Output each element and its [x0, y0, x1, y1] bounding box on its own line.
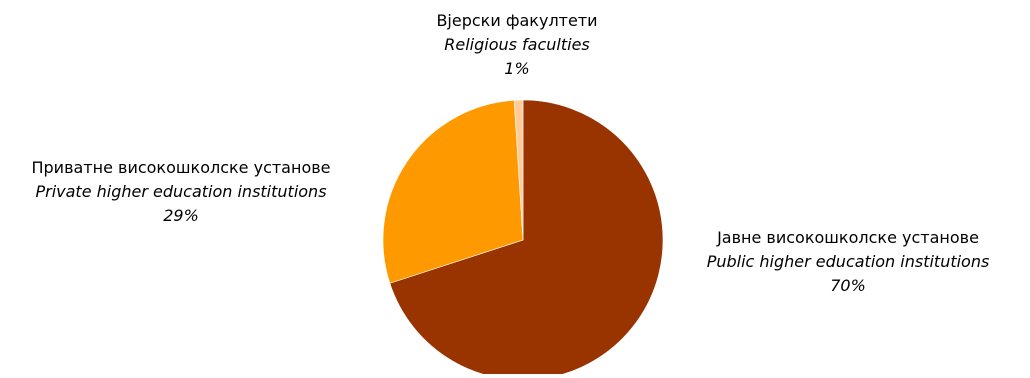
- slice-label-religious: Вјерски факултети Religious faculties 1%: [436, 11, 597, 78]
- slice-label-religious-percent: 1%: [504, 59, 529, 78]
- slice-label-public-en: Public higher education institutions: [707, 252, 990, 271]
- slice-label-private-percent: 29%: [163, 206, 199, 225]
- slice-label-private: Приватне високошколске установе Private …: [31, 158, 330, 225]
- pie-slice-religious: [513, 99, 524, 241]
- pie-slices: [382, 99, 664, 378]
- pie-slice-public: [389, 99, 664, 378]
- pie-slice-private: [382, 99, 524, 284]
- slice-label-religious-en: Religious faculties: [444, 35, 590, 54]
- slice-label-religious-local: Вјерски факултети: [436, 11, 597, 30]
- slice-label-private-local: Приватне високошколске установе: [31, 158, 330, 177]
- slice-label-public-percent: 70%: [830, 276, 866, 295]
- slice-label-public: Јавне високошколске установе Public high…: [707, 228, 990, 295]
- slice-label-public-local: Јавне високошколске установе: [716, 228, 979, 247]
- slice-label-private-en: Private higher education institutions: [35, 182, 326, 201]
